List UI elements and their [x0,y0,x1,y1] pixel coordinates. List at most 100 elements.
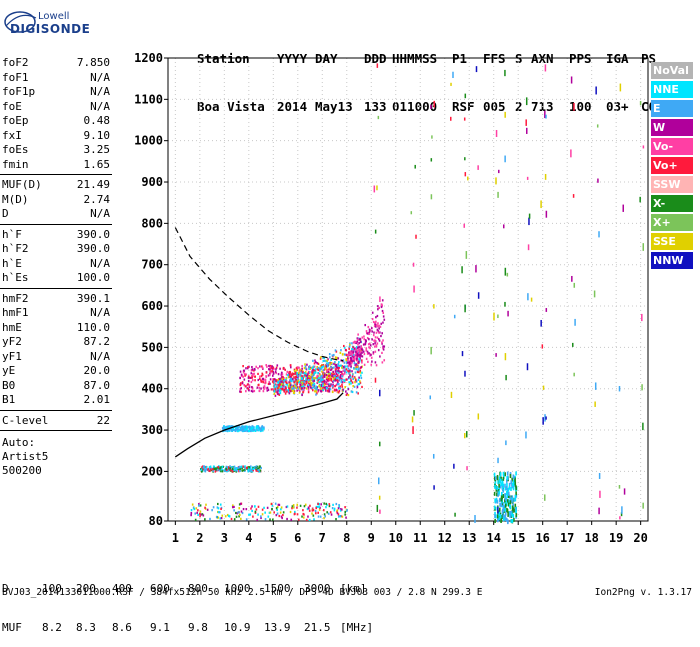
echo-point [294,372,297,375]
echo-point [354,381,356,384]
echo-point [367,325,370,329]
echo-point [296,503,299,506]
echo-point [355,368,358,371]
echo-point [325,365,328,369]
echo-point [248,428,251,431]
echo-point [280,373,283,376]
echo-point [271,365,274,368]
echo-point [362,350,365,353]
echo-point [287,390,290,394]
echo-point [237,467,239,471]
echo-point [238,503,241,506]
echo-point [265,387,268,390]
echo-point [337,369,339,372]
echo-point [267,515,270,518]
echo-point [326,379,329,382]
noise-point [642,243,645,251]
echo-point [272,388,274,391]
echo-point [204,470,207,473]
echo-point [322,382,324,385]
echo-point [280,383,283,386]
echo-point [217,468,220,472]
param-row: fxI 9.10 [2,129,110,143]
echo-point [321,370,323,373]
echo-point [276,505,279,509]
echo-point [373,345,376,348]
echo-point [335,502,338,506]
echo-point [371,317,374,321]
echo-point [278,378,280,381]
noise-point [412,262,415,267]
noise-point [374,229,377,234]
echo-point [377,322,379,325]
param-key: foEs [2,143,29,156]
echo-point [353,367,355,370]
echo-point [346,392,348,395]
echo-point [257,513,259,516]
echo-point [249,513,252,516]
echo-point [244,469,246,472]
echo-point [377,349,380,352]
echo-point [291,385,293,389]
echo-cluster [190,502,348,522]
echo-point [323,373,326,376]
echo-point [504,483,506,488]
echo-point [306,507,309,511]
echo-point [504,507,506,512]
noise-point [545,210,548,218]
echo-point [302,516,305,519]
echo-point [504,514,507,519]
echo-point [319,357,322,360]
echo-point [253,389,256,393]
echo-point [345,516,347,519]
echo-point [504,472,506,477]
param-key: h`E [2,256,22,270]
echo-point [335,377,338,380]
echo-point [250,468,253,471]
echo-point [240,382,242,385]
echo-point [360,351,362,354]
echo-point [356,337,359,340]
echo-point [281,373,284,376]
param-row: hmE 110.0 [2,321,110,335]
echo-point [260,516,262,520]
echo-point [226,429,229,432]
echo-point [243,378,246,381]
echo-point [212,469,214,472]
echo-point [245,428,248,431]
param-value: 22 [96,413,110,427]
noise-point [504,267,507,276]
echo-point [280,385,282,388]
echo-point [244,428,246,431]
echo-point [343,372,346,375]
echo-point [282,511,285,514]
echo-point [323,517,325,520]
echo-point [269,518,271,521]
echo-point [500,482,503,487]
echo-point [233,465,236,468]
echo-point [337,391,340,394]
echo-point [200,513,203,516]
echo-point [247,387,250,390]
echo-point [347,393,350,397]
echo-point [260,374,263,378]
echo-point [496,518,499,523]
echo-point [343,369,346,372]
echo-point [363,363,366,366]
echo-point [309,384,311,387]
echo-point [277,503,280,506]
echo-point [299,504,302,507]
echo-point [326,370,328,374]
echo-point [319,367,321,371]
echo-point [358,360,360,363]
echo-point [249,426,251,429]
echo-point [372,351,375,354]
echo-point [379,331,381,334]
noise-point [642,502,644,509]
echo-point [340,380,343,384]
echo-point [307,386,310,389]
echo-point [303,505,306,508]
echo-point [262,381,265,384]
echo-point [357,348,360,351]
echo-point [293,369,296,373]
